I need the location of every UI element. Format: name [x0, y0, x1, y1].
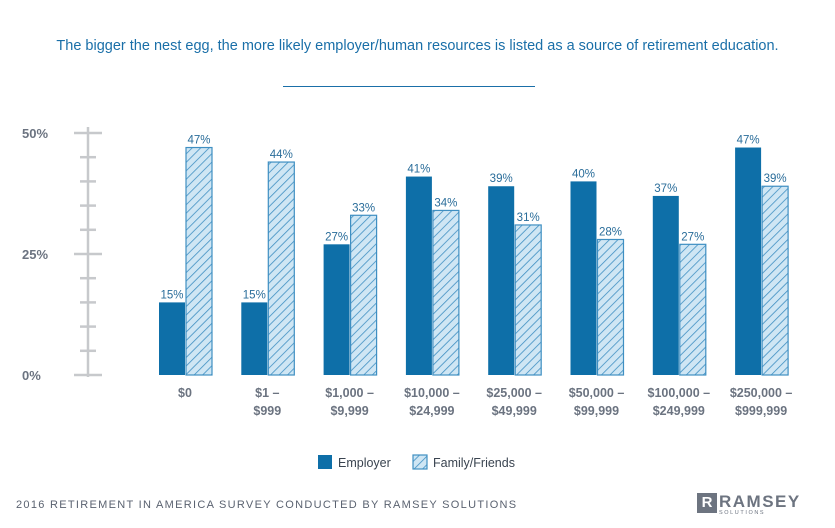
- employer-bar: [323, 244, 350, 375]
- data-label: 27%: [681, 231, 704, 243]
- employer-bar: [570, 181, 597, 375]
- family-friends-bar: [267, 161, 295, 376]
- employer-bar: [241, 302, 268, 375]
- x-category-label: $10,000 –: [404, 386, 460, 400]
- data-label: 28%: [599, 226, 622, 238]
- y-tick-label: 25%: [22, 247, 48, 262]
- data-label: 33%: [352, 202, 375, 214]
- data-label: 15%: [160, 289, 183, 301]
- data-label: 47%: [737, 135, 760, 147]
- logo-wordmark: RAMSEY: [719, 492, 801, 511]
- family-friends-bar: [514, 224, 542, 376]
- employer-bar: [735, 147, 762, 375]
- axis-layer: 0% 25% 50% $0 $1 – $999 $1,000 – $9,999 $10,000 …: [22, 126, 792, 418]
- ramsey-logo-mark-icon: R: [697, 493, 717, 513]
- legend-label: Family/Friends: [433, 456, 515, 470]
- legend-employer-swatch: [318, 455, 332, 469]
- x-category-label: $100,000 –: [648, 386, 711, 400]
- data-label: 34%: [434, 197, 457, 209]
- bars-layer: 15% 47% 15% 44% 27% 33% 41% 34% 39% 31% 40% 28% 37% 2…: [159, 135, 789, 376]
- x-category-label: $999,999: [735, 404, 787, 418]
- employer-bar: [652, 195, 679, 375]
- title-divider: [283, 86, 535, 87]
- data-label: 27%: [325, 231, 348, 243]
- data-label: 31%: [517, 212, 540, 224]
- legend-family-swatch: [412, 454, 428, 470]
- data-label: 39%: [764, 173, 787, 185]
- x-category-label: $250,000 –: [730, 386, 793, 400]
- logo-subtext: SOLUTIONS: [719, 510, 766, 516]
- x-category-label: $50,000 –: [569, 386, 625, 400]
- family-friends-bar: [350, 214, 378, 376]
- x-category-label: $9,999: [330, 404, 368, 418]
- ramsey-logo: R RAMSEY SOLUTIONS: [697, 492, 801, 516]
- legend-label: Employer: [338, 456, 391, 470]
- x-category-label: $25,000 –: [486, 386, 542, 400]
- x-category-label: $24,999: [409, 404, 454, 418]
- x-category-label: $249,999: [653, 404, 705, 418]
- family-friends-bar: [185, 146, 213, 376]
- data-label: 40%: [572, 168, 595, 180]
- x-category-label: $1 –: [255, 386, 279, 400]
- x-category-label: $99,999: [574, 404, 619, 418]
- data-label: 15%: [243, 289, 266, 301]
- y-tick-label: 0%: [22, 368, 41, 383]
- family-friends-bar: [761, 185, 789, 376]
- data-label: 44%: [270, 149, 293, 161]
- x-category-label: $999: [253, 404, 281, 418]
- family-friends-bar: [596, 238, 625, 376]
- data-label: 37%: [654, 183, 677, 195]
- data-label: 41%: [407, 164, 430, 176]
- x-category-label: $1,000 –: [325, 386, 374, 400]
- employer-bar: [159, 302, 185, 375]
- y-tick-label: 50%: [22, 126, 48, 141]
- source-note: 2016 RETIREMENT IN AMERICA SURVEY CONDUC…: [16, 499, 518, 511]
- chart-title: The bigger the nest egg, the more likely…: [56, 38, 779, 54]
- family-friends-bar: [432, 209, 460, 376]
- data-label: 39%: [490, 173, 513, 185]
- bar-chart: 0% 25% 50% $0 $1 – $999 $1,000 – $9,999 $10,000 …: [22, 126, 792, 470]
- employer-bar: [405, 176, 432, 375]
- x-category-label: $49,999: [492, 404, 537, 418]
- data-label: 47%: [187, 135, 210, 147]
- legend: Employer Family/Friends: [318, 454, 515, 470]
- family-friends-bar: [679, 243, 707, 376]
- employer-bar: [488, 186, 515, 375]
- x-category-label: $0: [178, 386, 192, 400]
